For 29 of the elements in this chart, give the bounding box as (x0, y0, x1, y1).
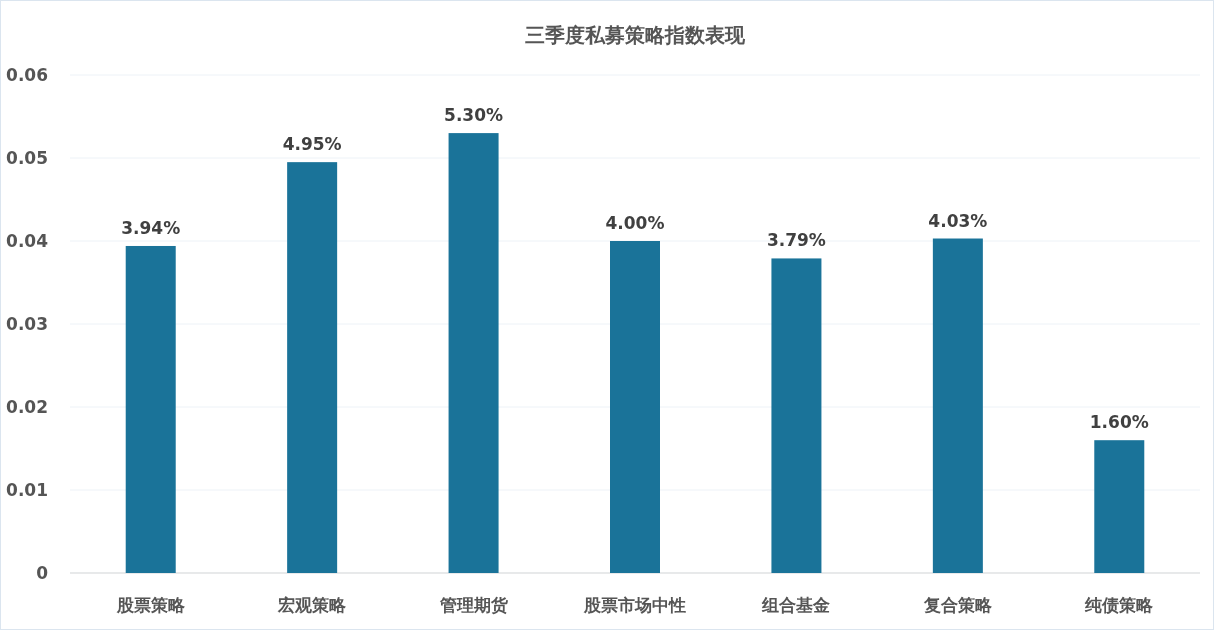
bar (771, 258, 822, 573)
bar (1094, 440, 1145, 573)
bar (287, 162, 338, 573)
bar (125, 245, 176, 573)
x-tick-label: 组合基金 (761, 595, 831, 615)
data-label: 4.03% (928, 210, 988, 231)
data-label: 4.00% (605, 213, 665, 233)
y-tick-label: 0 (36, 563, 49, 583)
y-tick-label: 0.01 (6, 480, 48, 500)
data-label: 1.60% (1089, 412, 1149, 433)
x-tick-label: 复合策略 (922, 595, 993, 615)
y-tick-label: 0.02 (6, 397, 48, 417)
chart-title: 三季度私募策略指数表现 (525, 23, 746, 47)
x-tick-label: 股票市场中性 (583, 595, 686, 615)
y-tick-label: 0.05 (6, 148, 48, 168)
y-tick-label: 0.04 (6, 231, 49, 251)
data-label: 5.30% (444, 105, 504, 126)
bar (932, 238, 983, 573)
x-tick-label: 股票策略 (115, 595, 186, 615)
data-label: 4.95% (282, 134, 342, 155)
x-tick-label: 宏观策略 (277, 595, 348, 615)
x-tick-label: 纯债策略 (1084, 595, 1155, 615)
data-label: 3.94% (121, 217, 181, 238)
y-tick-label: 0.06 (6, 65, 48, 85)
x-tick-label: 管理期货 (438, 595, 509, 615)
bar (448, 133, 499, 573)
data-label: 3.79% (766, 230, 826, 251)
y-tick-label: 0.03 (6, 314, 48, 334)
bar (610, 241, 660, 573)
